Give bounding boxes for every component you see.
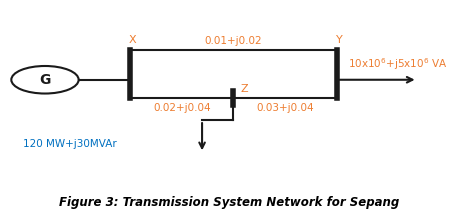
Text: X: X	[129, 35, 136, 45]
Text: 10x10$^6$+j5x10$^6$ VA: 10x10$^6$+j5x10$^6$ VA	[348, 57, 447, 72]
Text: 120 MW+j30MVAr: 120 MW+j30MVAr	[22, 139, 116, 149]
Text: Y: Y	[336, 35, 342, 45]
Text: 0.02+j0.04: 0.02+j0.04	[153, 103, 211, 113]
Text: Z: Z	[240, 84, 248, 93]
Text: G: G	[39, 73, 51, 87]
Text: Figure 3: Transmission System Network for Sepang: Figure 3: Transmission System Network fo…	[59, 196, 399, 209]
Text: 0.03+j0.04: 0.03+j0.04	[256, 103, 314, 113]
Text: 0.01+j0.02: 0.01+j0.02	[205, 36, 262, 46]
